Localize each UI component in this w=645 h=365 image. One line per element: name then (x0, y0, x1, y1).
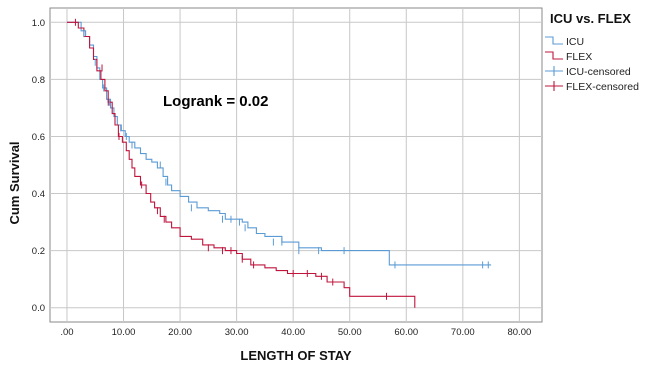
x-tick-label: .00 (60, 327, 73, 338)
series-lines (67, 21, 492, 308)
legend-label: FLEX-censored (566, 81, 639, 93)
legend-title: ICU vs. FLEX (550, 11, 631, 26)
x-tick-label: 30.00 (225, 327, 249, 338)
x-tick-label: 70.00 (451, 327, 475, 338)
x-axis-title: LENGTH OF STAY (240, 348, 352, 363)
x-tick-label: 40.00 (281, 327, 305, 338)
y-tick-label: 1.0 (32, 18, 45, 29)
y-axis-title: Cum Survival (7, 141, 22, 224)
grid-lines (50, 8, 542, 322)
tick-labels: .00 10.00 20.00 30.00 40.00 50.00 60.00 70.00 80… (32, 18, 531, 338)
x-tick-label: 20.00 (168, 327, 192, 338)
x-tick-label: 50.00 (338, 327, 362, 338)
legend-label: ICU-censored (566, 66, 631, 78)
legend: ICU vs. FLEX ICU FLEX ICU-censored FLEX-cen… (545, 11, 639, 93)
legend-items: ICU FLEX ICU-censored FLEX-censored (545, 36, 639, 93)
series-line-icu (67, 21, 492, 266)
logrank-annotation: Logrank = 0.02 (163, 93, 268, 110)
legend-swatch-line (545, 36, 563, 45)
series-line-flex (67, 21, 416, 308)
legend-label: FLEX (566, 51, 592, 63)
censor-marks (74, 18, 489, 300)
legend-swatch-censor (545, 81, 563, 91)
y-tick-label: 0.2 (32, 246, 45, 257)
y-tick-label: 0.8 (32, 75, 45, 86)
y-tick-label: 0.4 (32, 189, 45, 200)
y-tick-label: 0.6 (32, 132, 45, 143)
x-tick-label: 80.00 (507, 327, 531, 338)
x-tick-label: 10.00 (112, 327, 136, 338)
x-tick-label: 60.00 (394, 327, 418, 338)
legend-label: ICU (566, 36, 584, 48)
legend-swatch-censor (545, 66, 563, 76)
y-tick-label: 0.0 (32, 303, 45, 314)
legend-swatch-line (545, 51, 563, 60)
